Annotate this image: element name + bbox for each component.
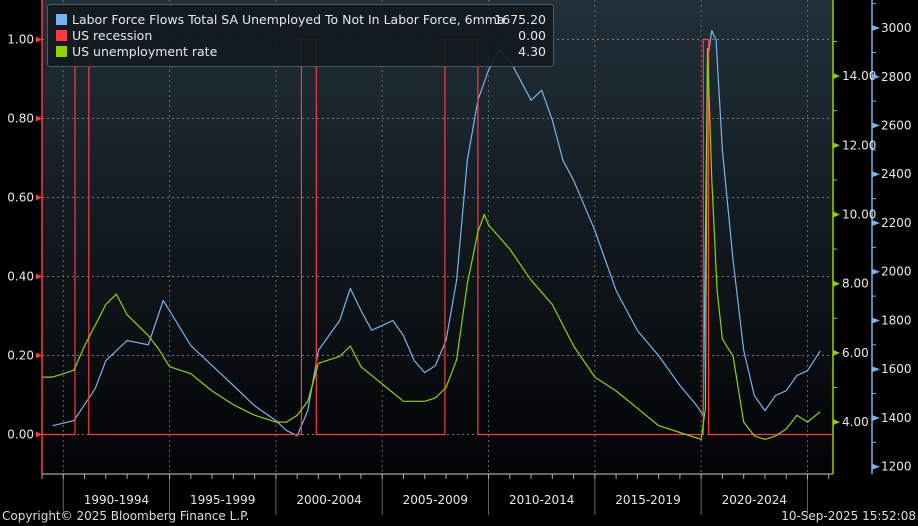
- copyright: Copyright© 2025 Bloomberg Finance L.P.: [2, 509, 250, 523]
- blue-tick-marker: [872, 414, 880, 421]
- legend-item-labor-flows[interactable]: Labor Force Flows Total SA Unemployed To…: [56, 12, 546, 28]
- green-tick-marker: [833, 349, 840, 356]
- left-tick-label: 1.00: [7, 33, 34, 47]
- blue-tick-label: 2000: [881, 265, 912, 279]
- green-tick-label: 12.00: [842, 138, 876, 152]
- legend-value: 1675.20: [494, 12, 546, 27]
- left-tick-marker: [36, 115, 42, 122]
- legend-swatch-blue: [56, 14, 67, 25]
- blue-tick-label: 1800: [881, 313, 912, 327]
- left-tick-marker: [36, 36, 42, 43]
- left-tick-label: 0.00: [7, 428, 34, 442]
- blue-tick-marker: [872, 219, 880, 226]
- green-tick-label: 14.00: [842, 69, 876, 83]
- blue-tick-marker: [872, 366, 880, 373]
- green-tick-marker: [833, 419, 840, 426]
- blue-tick-marker: [872, 122, 880, 129]
- x-band-label: 2020-2024: [722, 493, 787, 507]
- blue-tick-label: 2600: [881, 119, 912, 133]
- x-band-label: 1990-1994: [84, 493, 149, 507]
- legend-value: 4.30: [518, 44, 546, 59]
- blue-tick-marker: [872, 317, 880, 324]
- green-tick-marker: [833, 142, 840, 149]
- legend-value: 0.00: [518, 28, 546, 43]
- blue-tick-marker: [872, 463, 880, 470]
- x-band-label: 2010-2014: [509, 493, 574, 507]
- green-tick-label: 8.00: [842, 277, 869, 291]
- timestamp: 10-Sep-2025 15:52:08: [781, 509, 916, 523]
- legend-swatch-green: [56, 46, 67, 57]
- green-tick-marker: [833, 73, 840, 80]
- legend-swatch-red: [56, 30, 67, 41]
- left-tick-marker: [36, 352, 42, 359]
- left-tick-marker: [36, 194, 42, 201]
- legend-label: US recession: [72, 28, 153, 43]
- blue-tick-marker: [872, 268, 880, 275]
- left-tick-label: 0.20: [7, 349, 34, 363]
- blue-tick-marker: [872, 73, 880, 80]
- x-band-label: 1995-1999: [190, 493, 255, 507]
- series-line-2: [42, 47, 821, 440]
- blue-tick-label: 1400: [881, 411, 912, 425]
- blue-tick-label: 1600: [881, 362, 912, 376]
- axes: 1990-1994 1995-1999 2000-2004 2005-2009 2010…: [7, 0, 912, 515]
- legend-label: US unemployment rate: [72, 44, 218, 59]
- series-line-0: [52, 29, 821, 437]
- blue-tick-marker: [872, 171, 880, 178]
- blue-tick-label: 2200: [881, 216, 912, 230]
- legend: Labor Force Flows Total SA Unemployed To…: [47, 4, 554, 67]
- blue-tick-marker: [872, 25, 880, 32]
- left-tick-marker: [36, 273, 42, 280]
- green-tick-marker: [833, 280, 840, 287]
- x-band-label: 2000-2004: [296, 493, 361, 507]
- green-tick-label: 10.00: [842, 208, 876, 222]
- left-tick-marker: [36, 431, 42, 438]
- blue-tick-label: 2800: [881, 70, 912, 84]
- x-band-label: 2015-2019: [615, 493, 680, 507]
- green-tick-label: 4.00: [842, 415, 869, 429]
- blue-tick-label: 2400: [881, 167, 912, 181]
- green-tick-label: 6.00: [842, 346, 869, 360]
- legend-item-recession[interactable]: US recession 0.00: [56, 28, 546, 44]
- left-tick-label: 0.40: [7, 270, 34, 284]
- green-tick-marker: [833, 211, 840, 218]
- blue-tick-label: 3000: [881, 21, 912, 35]
- left-tick-label: 0.80: [7, 112, 34, 126]
- legend-item-unemployment[interactable]: US unemployment rate 4.30: [56, 44, 546, 60]
- legend-label: Labor Force Flows Total SA Unemployed To…: [72, 12, 505, 27]
- left-tick-label: 0.60: [7, 191, 34, 205]
- x-band-label: 2005-2009: [403, 493, 468, 507]
- blue-tick-label: 1200: [881, 460, 912, 474]
